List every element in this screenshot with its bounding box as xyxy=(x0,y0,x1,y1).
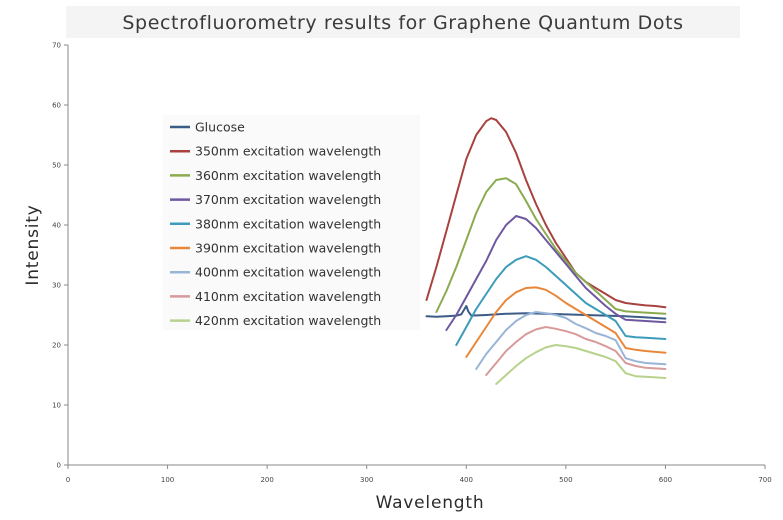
series-line-400nm xyxy=(475,311,667,370)
legend-entry: 350nm excitation wavelength xyxy=(195,144,381,159)
series-line-350nm xyxy=(425,117,667,309)
y-tick-label: 20 xyxy=(52,342,61,350)
legend-entry: 390nm excitation wavelength xyxy=(195,241,381,256)
legend: Glucose 350nm excitation wavelength 360nm … xyxy=(163,115,420,330)
legend-entry: 410nm excitation wavelength xyxy=(195,289,381,304)
series-line-420nm xyxy=(495,344,667,385)
title-background xyxy=(66,6,740,38)
series-line-390nm xyxy=(465,286,667,358)
legend-entry: 380nm excitation wavelength xyxy=(195,216,381,231)
legend-entry: 370nm excitation wavelength xyxy=(195,192,381,207)
legend-background xyxy=(163,115,420,330)
x-tick-label: 400 xyxy=(460,476,473,484)
x-tick-label: 200 xyxy=(260,476,273,484)
x-tick-label: 500 xyxy=(559,476,572,484)
series-line-380nm xyxy=(455,255,667,346)
axes-layer: 0 100 200 300 400 500 600 700 0 10 20 30 40 50 60 70 xyxy=(52,42,772,485)
y-tick-label: 30 xyxy=(52,282,61,290)
y-tick-label: 0 xyxy=(57,462,61,470)
series-layer xyxy=(425,117,667,385)
y-tick-label: 50 xyxy=(52,162,61,170)
y-axis-label: Intensity xyxy=(23,204,43,285)
series-line-370nm xyxy=(445,215,667,331)
x-tick-label: 300 xyxy=(360,476,373,484)
y-tick-label: 70 xyxy=(52,42,61,50)
series-line-410nm xyxy=(485,326,667,376)
x-tick-label: 100 xyxy=(161,476,174,484)
x-tick-label: 700 xyxy=(758,476,771,484)
legend-entry: 360nm excitation wavelength xyxy=(195,168,381,183)
x-tick-label: 0 xyxy=(66,476,70,484)
x-axis-label: Wavelength xyxy=(376,493,485,513)
chart-title: Spectrofluorometry results for Graphene … xyxy=(122,12,683,34)
legend-entry: Glucose xyxy=(195,120,245,135)
y-tick-label: 60 xyxy=(52,102,61,110)
series-line-360nm xyxy=(435,177,667,315)
y-tick-label: 10 xyxy=(52,402,61,410)
legend-entry: 400nm excitation wavelength xyxy=(195,265,381,280)
legend-entry: 420nm excitation wavelength xyxy=(195,313,381,328)
y-tick-label: 40 xyxy=(52,222,61,230)
x-tick-label: 600 xyxy=(659,476,672,484)
